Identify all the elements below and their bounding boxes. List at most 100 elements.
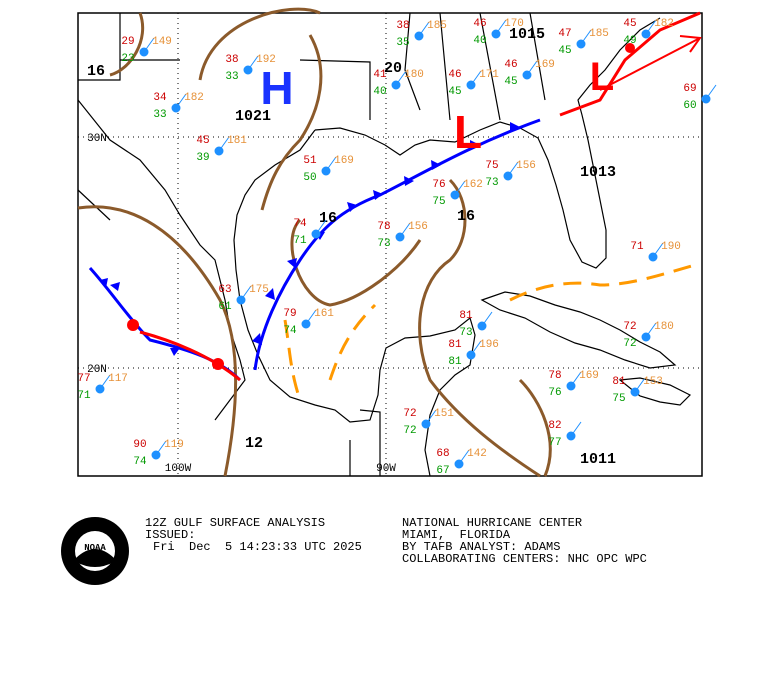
map-frame xyxy=(77,12,703,477)
wind-barb xyxy=(470,70,482,86)
wind-barb xyxy=(580,29,592,45)
temperature: 46 xyxy=(504,59,517,71)
wind-barb xyxy=(634,377,646,393)
warm-front-bump xyxy=(625,43,635,53)
dewpoint: 75 xyxy=(432,196,445,208)
high-symbol: H xyxy=(260,62,293,114)
pressure-code: 142 xyxy=(467,448,487,460)
pressure-code: 161 xyxy=(314,308,334,320)
temperature: 78 xyxy=(377,221,390,233)
warm-front-bump xyxy=(212,358,224,370)
wind-barb xyxy=(143,37,155,53)
temperature: 38 xyxy=(396,20,409,32)
temperature: 47 xyxy=(558,28,571,40)
trough xyxy=(509,263,696,302)
isobar xyxy=(109,12,145,77)
isobar xyxy=(77,205,238,477)
location: MIAMI, FLORIDA xyxy=(402,528,511,542)
analyst: BY TAFB ANALYST: ADAMS xyxy=(402,540,560,554)
wind-barb xyxy=(507,161,519,177)
pressure-code: 117 xyxy=(108,373,128,385)
temperature: 34 xyxy=(153,92,167,104)
wind-barb xyxy=(315,219,327,235)
pressure-code: 175 xyxy=(249,284,269,296)
dewpoint: 39 xyxy=(196,152,209,164)
front-symbols xyxy=(100,122,520,356)
temperature: 81 xyxy=(459,310,473,322)
temperature: 69 xyxy=(683,83,696,95)
wind-barb xyxy=(305,309,317,325)
temperature: 74 xyxy=(293,218,307,230)
pressure-code: 182 xyxy=(654,18,674,30)
pressure-code: 156 xyxy=(408,221,428,233)
isobar-label: 16 xyxy=(319,210,337,227)
temperature: 76 xyxy=(432,179,445,191)
pressure-label: 1013 xyxy=(580,164,616,181)
isobar xyxy=(418,178,541,478)
pressure-label: 1011 xyxy=(580,451,616,468)
island xyxy=(618,377,692,406)
dewpoint: 45 xyxy=(558,45,571,57)
wind-barb xyxy=(570,421,582,437)
track-arrow xyxy=(679,35,702,53)
pressure-code: 170 xyxy=(504,18,524,30)
pressure-code: 196 xyxy=(479,339,499,351)
wind-barb xyxy=(645,322,657,338)
dewpoint: 71 xyxy=(77,390,91,402)
isobar xyxy=(290,218,422,307)
warm-front-bump xyxy=(127,319,139,331)
dewpoint: 73 xyxy=(459,327,472,339)
pressure-code: 169 xyxy=(579,370,599,382)
wind-barb xyxy=(175,93,187,109)
temperature: 38 xyxy=(225,54,238,66)
temperature: 75 xyxy=(485,160,498,172)
coastline xyxy=(314,17,661,269)
temperature: 81 xyxy=(612,376,626,388)
logo-text: NOAA xyxy=(84,543,106,553)
low-symbol: L xyxy=(590,55,614,99)
wind-barb xyxy=(325,156,337,172)
dewpoint: 74 xyxy=(133,456,147,468)
border xyxy=(77,12,546,476)
wind-barb xyxy=(247,55,259,71)
dewpoint: 74 xyxy=(283,325,297,337)
grid-label: 20N xyxy=(87,364,107,376)
dewpoint: 72 xyxy=(623,338,636,350)
temperature: 29 xyxy=(121,36,134,48)
dewpoint: 35 xyxy=(396,37,409,49)
pressure-code: 180 xyxy=(404,69,424,81)
pressure-code: 190 xyxy=(661,241,681,253)
wind-barb xyxy=(418,21,430,37)
dewpoint: 60 xyxy=(683,100,696,112)
temperature: 79 xyxy=(283,308,296,320)
wind-barb xyxy=(526,60,538,76)
dewpoint: 75 xyxy=(612,393,625,405)
temperature: 41 xyxy=(373,69,387,81)
warm-front xyxy=(559,11,701,117)
grid-label: 30N xyxy=(87,133,107,145)
dewpoint: 45 xyxy=(448,86,461,98)
wind-barb xyxy=(470,340,482,356)
pressure-code: 119 xyxy=(164,439,184,451)
wind-barb xyxy=(458,449,470,465)
dewpoint: 73 xyxy=(485,177,498,189)
island xyxy=(480,291,677,369)
title: 12Z GULF SURFACE ANALYSIS xyxy=(145,516,325,530)
dewpoint: 61 xyxy=(218,301,232,313)
trough xyxy=(283,303,377,401)
dewpoint: 50 xyxy=(303,172,316,184)
temperature: 82 xyxy=(548,420,561,432)
pressure-code: 149 xyxy=(152,36,172,48)
center: NATIONAL HURRICANE CENTER xyxy=(402,516,582,530)
pressure-code: 156 xyxy=(516,160,536,172)
wind-barb xyxy=(645,19,657,35)
temperature: 46 xyxy=(448,69,461,81)
warm-front-symbols xyxy=(127,43,635,370)
temperature: 78 xyxy=(548,370,561,382)
coastlines xyxy=(77,12,692,477)
dewpoint: 40 xyxy=(373,86,386,98)
isobars xyxy=(77,7,552,478)
temperature: 81 xyxy=(448,339,462,351)
